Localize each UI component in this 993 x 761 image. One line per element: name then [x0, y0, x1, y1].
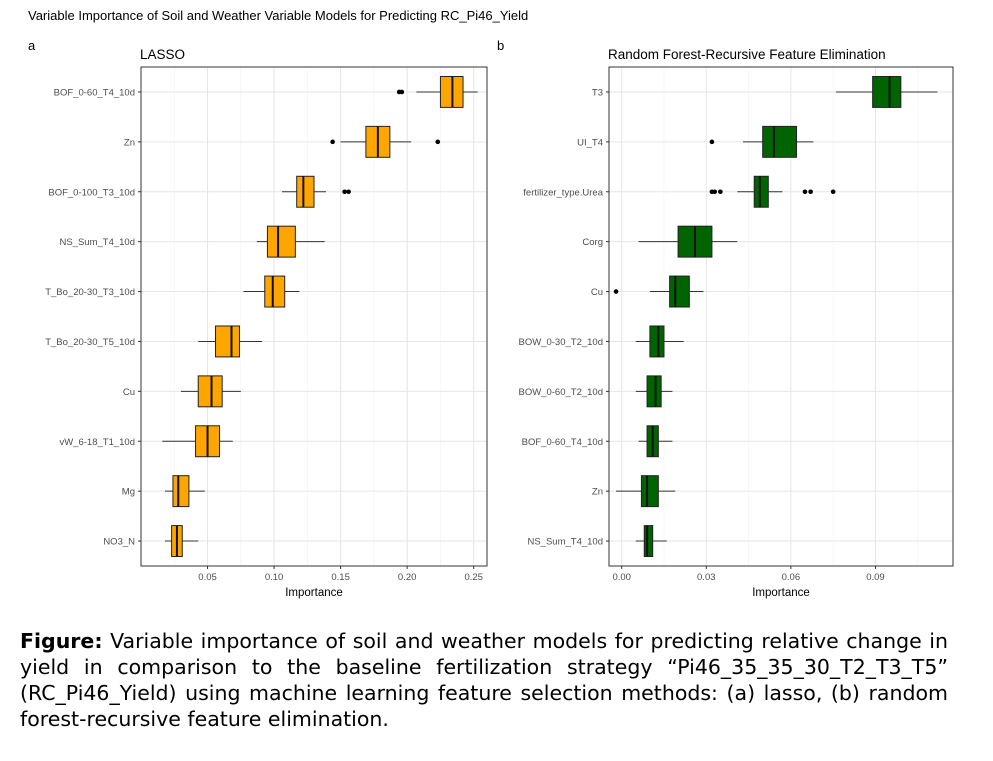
- y-tick-label: Mg: [122, 487, 135, 498]
- x-tick-label: 0.00: [612, 572, 631, 583]
- box-BOW_0-60_T2_10d: [646, 375, 662, 408]
- y-tick-label: BOW_0-30_T2_10d: [519, 337, 604, 348]
- y-tick-label: NO3_N: [103, 537, 135, 548]
- panel-title-lasso: LASSO: [140, 47, 186, 62]
- rfe-boxplot-chart: T3 UI_T4 fertilizer_type.Urea Corg Cu BOW_0-3…: [519, 66, 954, 599]
- y-tick-label: T_Bo_20-30_T3_10d: [45, 287, 135, 298]
- outlier-point-Zn: [435, 139, 441, 145]
- box-BOW_0-30_T2_10d: [649, 325, 665, 358]
- y-tick-label: Cu: [591, 287, 603, 298]
- lasso-boxplot-chart: BOF_0-60_T4_10d Zn BOF_0-100_T3_10d NS_Sum_…: [45, 66, 488, 599]
- y-tick-label: T3: [592, 87, 603, 98]
- x-axis-label: Importance: [752, 587, 810, 599]
- x-tick-label: 0.05: [198, 572, 217, 583]
- y-tick-label: T_Bo_20-30_T5_10d: [45, 337, 135, 348]
- box-Cu: [197, 375, 223, 408]
- outlier-point-fertilizer_type.Urea: [808, 189, 813, 195]
- caption-text: Variable importance of soil and weather …: [20, 629, 948, 731]
- x-tick-label: 0.10: [265, 572, 284, 583]
- x-tick-label: 0.03: [697, 572, 716, 583]
- y-tick-label: Zn: [124, 137, 135, 148]
- y-tick-label: Cu: [123, 387, 135, 398]
- plot-background: [141, 67, 487, 566]
- outlier-point-fertilizer_type.Urea: [712, 189, 718, 195]
- x-tick-label: 0.20: [398, 572, 417, 583]
- panel-letter-a: a: [28, 38, 36, 53]
- x-axis-label: Importance: [285, 587, 343, 599]
- box-T_Bo_20-30_T5_10d: [215, 325, 240, 358]
- outlier-point-fertilizer_type.Urea: [802, 189, 808, 195]
- box-NS_Sum_T4_10d: [266, 225, 296, 258]
- outlier-point-BOF_0-100_T3_10d: [342, 189, 347, 195]
- panel-title-rfe: Random Forest-Recursive Feature Eliminat…: [608, 47, 886, 62]
- y-tick-label: fertilizer_type.Urea: [523, 187, 603, 198]
- box-fertilizer_type.Urea: [753, 175, 769, 208]
- x-tick-label: 0.06: [782, 572, 801, 583]
- figure-caption: Figure: Variable importance of soil and …: [20, 628, 948, 732]
- y-tick-label: UI_T4: [577, 137, 603, 148]
- y-tick-label: NS_Sum_T4_10d: [59, 237, 135, 248]
- panel-letter-b: b: [497, 38, 505, 53]
- plot-border: [140, 66, 488, 567]
- box-Zn: [640, 475, 659, 508]
- outlier-point-UI_T4: [709, 139, 715, 145]
- x-tick-label: 0.15: [331, 572, 350, 583]
- box-T3: [872, 75, 902, 108]
- y-tick-label: BOF_0-60_T4_10d: [54, 87, 135, 98]
- outlier-point-fertilizer_type.Urea: [718, 189, 723, 195]
- y-tick-label: BOW_0-60_T2_10d: [519, 387, 604, 398]
- plot-border: [608, 66, 954, 567]
- y-tick-label: BOF_0-100_T3_10d: [48, 187, 135, 198]
- box-NS_Sum_T4_10d: [643, 525, 654, 558]
- y-tick-label: NS_Sum_T4_10d: [527, 537, 603, 548]
- outlier-point-BOF_0-60_T4_10d: [399, 89, 405, 95]
- box-UI_T4: [762, 125, 798, 158]
- box-Mg: [172, 475, 190, 508]
- y-tick-label: vW_6-18_T1_10d: [59, 437, 135, 448]
- y-tick-label: BOF_0-60_T4_10d: [522, 437, 603, 448]
- outlier-point-Zn: [330, 139, 335, 145]
- outlier-point-Cu: [613, 289, 619, 294]
- y-tick-label: Corg: [582, 237, 603, 248]
- box-Cu: [669, 275, 690, 308]
- x-tick-label: 0.09: [866, 572, 885, 583]
- outlier-point-fertilizer_type.Urea: [830, 189, 836, 195]
- y-tick-label: Zn: [592, 487, 603, 498]
- box-T_Bo_20-30_T3_10d: [264, 275, 286, 308]
- box-BOF_0-100_T3_10d: [296, 175, 315, 208]
- figure-title: Variable Importance of Soil and Weather …: [28, 8, 529, 23]
- outlier-point-BOF_0-100_T3_10d: [346, 189, 351, 195]
- x-tick-label: 0.25: [464, 572, 483, 583]
- caption-label: Figure:: [20, 629, 103, 653]
